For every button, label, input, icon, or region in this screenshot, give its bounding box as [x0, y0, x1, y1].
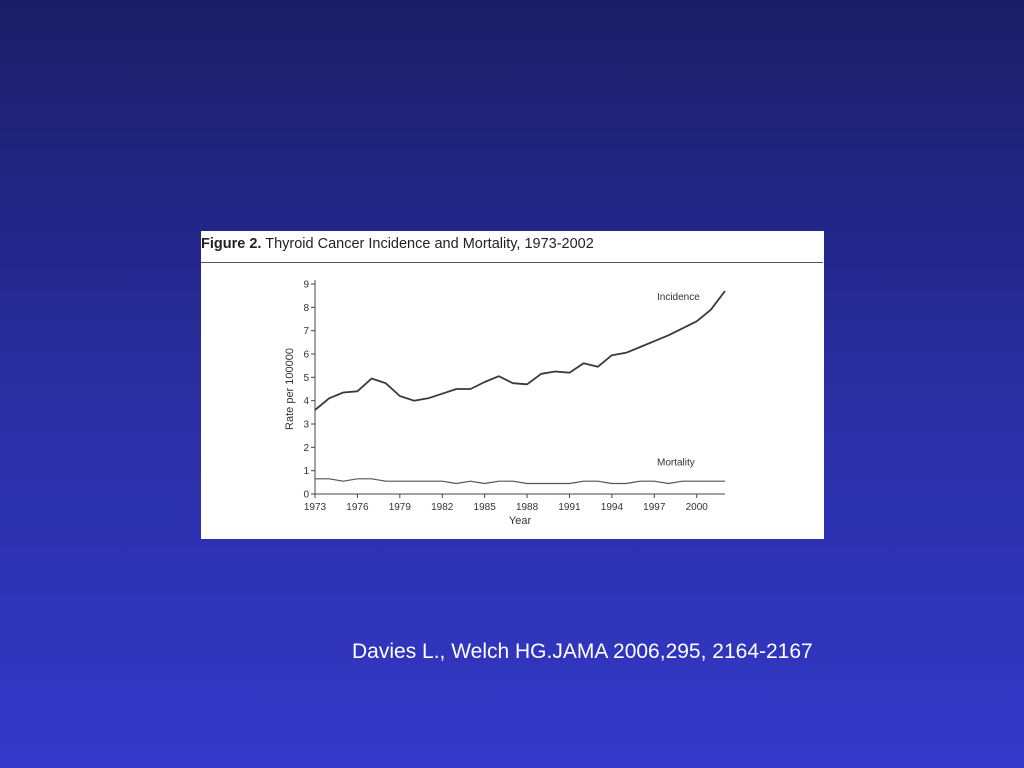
y-tick-label: 5 — [303, 373, 309, 384]
x-tick-label: 1994 — [601, 502, 624, 513]
series-line-incidence — [314, 290, 726, 411]
y-tick-label: 9 — [303, 280, 309, 291]
x-tick-label: 1988 — [516, 502, 539, 513]
y-axis-title: Rate per 100000 — [284, 348, 296, 430]
x-tick-label: 1976 — [346, 502, 369, 513]
figure-title: Figure 2. Thyroid Cancer Incidence and M… — [201, 236, 823, 252]
y-tick-label: 1 — [303, 466, 309, 477]
x-tick-label: 2000 — [686, 502, 709, 513]
x-tick-label: 1973 — [304, 502, 327, 513]
y-tick-label: 8 — [303, 303, 309, 314]
x-tick-label: 1979 — [389, 502, 412, 513]
y-tick-label: 0 — [303, 490, 309, 501]
line-chart: 0 1 2 3 4 5 6 7 8 9 1973 1976 1979 1982 1985 1988 1991 19… — [284, 280, 726, 527]
title-divider — [201, 262, 823, 263]
series-line-mortality — [315, 478, 725, 485]
series-label-incidence: Incidence — [657, 292, 700, 303]
y-tick-label: 4 — [303, 396, 309, 407]
figure-label: Figure 2. — [201, 236, 262, 252]
y-tick-label: 7 — [303, 326, 309, 337]
y-tick-label: 6 — [303, 350, 309, 361]
y-tick-label: 3 — [303, 420, 309, 431]
series-label-mortality: Mortality — [657, 458, 695, 469]
x-tick-label: 1991 — [558, 502, 581, 513]
figure-title-text: Thyroid Cancer Incidence and Mortality, … — [265, 236, 594, 252]
figure-panel: Figure 2. Thyroid Cancer Incidence and M… — [201, 231, 824, 539]
citation-text: Davies L., Welch HG.JAMA 2006,295, 2164-… — [352, 640, 813, 663]
x-tick-label: 1985 — [474, 502, 497, 513]
x-axis-title: Year — [509, 515, 532, 527]
x-tick-label: 1982 — [431, 502, 454, 513]
x-tick-label: 1997 — [643, 502, 666, 513]
y-tick-label: 2 — [303, 443, 309, 454]
